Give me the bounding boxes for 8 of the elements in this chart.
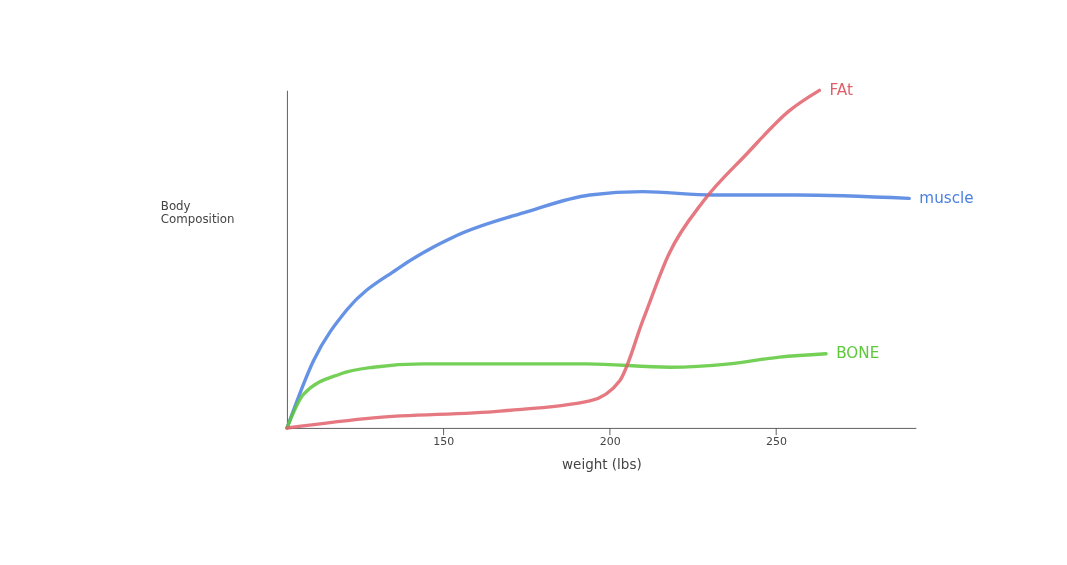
series-label: muscle (919, 188, 974, 207)
x-axis-title: weight (lbs) (562, 455, 642, 472)
series-label: BONE (836, 343, 880, 362)
y-axis-title: Body Composition (160, 198, 235, 227)
series-label: FAt (829, 80, 853, 99)
x-tick-label: 150 (433, 435, 455, 449)
x-tick-label: 250 (766, 435, 788, 449)
x-tick-label: 200 (599, 435, 621, 449)
